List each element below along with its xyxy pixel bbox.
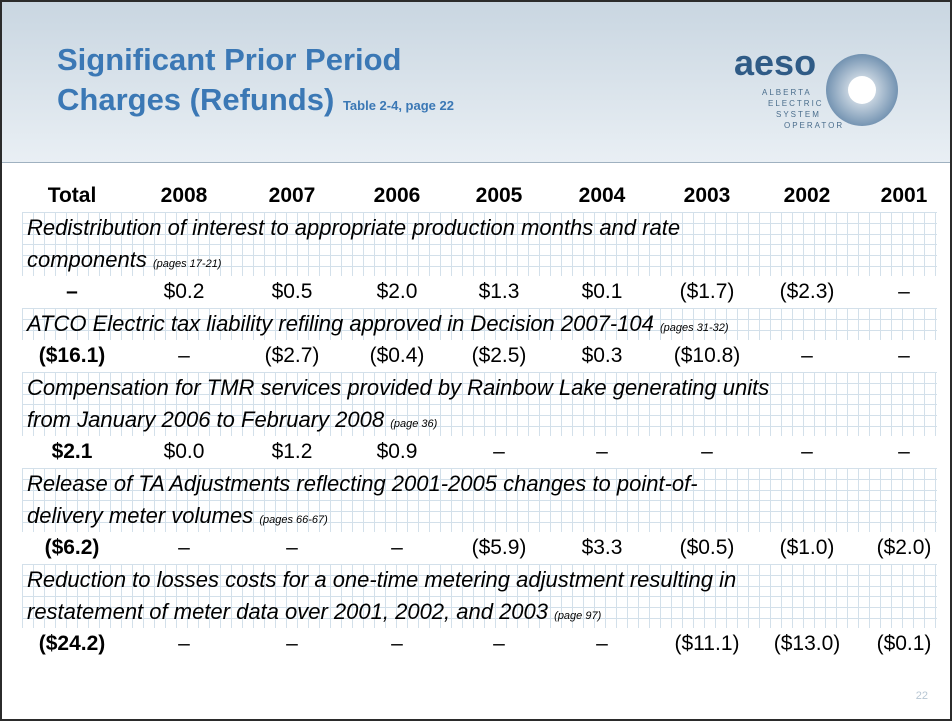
value-cell: – xyxy=(898,280,910,303)
column-header: 2007 xyxy=(268,184,316,207)
value-cell: ($0.1) xyxy=(876,632,932,655)
description-text: Reduction to losses costs for a one-time… xyxy=(27,567,737,592)
value-cell: ($1.7) xyxy=(679,280,735,303)
description-text: delivery meter volumes xyxy=(27,503,254,528)
description-text: ATCO Electric tax liability refiling app… xyxy=(27,311,654,336)
page-reference: (page 97) xyxy=(554,610,602,622)
value-cell: ($2.5) xyxy=(471,344,527,367)
value-cell: – xyxy=(178,344,190,367)
column-header: 2001 xyxy=(880,184,928,207)
logo-line: ELECTRIC xyxy=(768,99,824,108)
description-line: delivery meter volumes (pages 66-67) xyxy=(22,500,937,532)
value-cell: – xyxy=(701,440,713,463)
total-cell: ($24.2) xyxy=(38,632,106,655)
page-reference: (page 36) xyxy=(390,418,438,430)
value-cell: $3.3 xyxy=(581,536,623,559)
value-cell: – xyxy=(391,632,403,655)
description-text: restatement of meter data over 2001, 200… xyxy=(27,599,549,624)
value-cell: ($2.7) xyxy=(264,344,320,367)
description-line: from January 2006 to February 2008 (page… xyxy=(22,404,937,436)
value-cell: ($13.0) xyxy=(773,632,841,655)
column-header: 2005 xyxy=(475,184,523,207)
value-cell: $0.0 xyxy=(163,440,205,463)
description-line: Reduction to losses costs for a one-time… xyxy=(22,564,937,596)
description-line: restatement of meter data over 2001, 200… xyxy=(22,596,937,628)
value-cell: – xyxy=(391,536,403,559)
value-cell: $1.2 xyxy=(271,440,313,463)
description-line: Compensation for TMR services provided b… xyxy=(22,372,937,404)
column-header: 2002 xyxy=(783,184,831,207)
value-cell: $0.2 xyxy=(163,280,205,303)
value-cell: – xyxy=(898,440,910,463)
total-cell: ($6.2) xyxy=(44,536,100,559)
value-cell: – xyxy=(178,536,190,559)
value-cell: – xyxy=(596,440,608,463)
logo-name: aeso xyxy=(734,42,817,83)
logo-swirl xyxy=(826,54,898,126)
column-header: Total xyxy=(47,184,97,207)
logo-line: ALBERTA xyxy=(762,88,812,97)
value-cell: ($10.8) xyxy=(673,344,741,367)
description-text: Redistribution of interest to appropriat… xyxy=(27,215,681,240)
value-cell: ($2.0) xyxy=(876,536,932,559)
description-line: Redistribution of interest to appropriat… xyxy=(22,212,937,244)
value-cell: $0.3 xyxy=(581,344,623,367)
value-cell: – xyxy=(493,440,505,463)
description-text: from January 2006 to February 2008 xyxy=(27,407,385,432)
total-cell: – xyxy=(66,280,78,303)
value-cell: – xyxy=(596,632,608,655)
logo: aeso ALBERTA ELECTRIC SYSTEM OPERATOR xyxy=(732,42,902,152)
value-cell: $0.1 xyxy=(581,280,623,303)
page-reference: (pages 66-67) xyxy=(259,514,328,526)
value-cell: $2.0 xyxy=(376,280,418,303)
value-cell: – xyxy=(286,536,298,559)
description-line: Release of TA Adjustments reflecting 200… xyxy=(22,468,937,500)
value-cell: $0.9 xyxy=(376,440,418,463)
value-cell: – xyxy=(801,344,813,367)
description-text: components xyxy=(27,247,147,272)
value-cell: ($11.1) xyxy=(674,632,740,655)
title-text: Charges (Refunds) xyxy=(57,82,335,117)
value-cell: – xyxy=(898,344,910,367)
column-header: 2004 xyxy=(578,184,626,207)
title-line: Significant Prior Period xyxy=(57,42,402,77)
page-reference: (pages 17-21) xyxy=(152,258,222,270)
subtitle: Table 2-4, page 22 xyxy=(342,98,454,113)
total-cell: ($16.1) xyxy=(38,344,106,367)
value-cell: $1.3 xyxy=(478,280,520,303)
page-number: 22 xyxy=(915,690,928,702)
value-cell: ($1.0) xyxy=(779,536,835,559)
title-line: Charges (Refunds) Table 2-4, page 22 xyxy=(57,82,454,118)
logo-line: SYSTEM xyxy=(776,110,821,119)
column-header: 2008 xyxy=(160,184,208,207)
value-cell: – xyxy=(493,632,505,655)
header: Significant Prior Period Charges (Refund… xyxy=(2,2,950,163)
page-reference: (pages 31-32) xyxy=(660,322,729,334)
value-cell: ($0.5) xyxy=(679,536,735,559)
description-text: Compensation for TMR services provided b… xyxy=(27,375,770,400)
value-cell: $0.5 xyxy=(271,280,313,303)
value-cell: – xyxy=(801,440,813,463)
value-cell: ($0.4) xyxy=(369,344,425,367)
value-cell: ($5.9) xyxy=(471,536,527,559)
value-cell: – xyxy=(178,632,190,655)
column-header: 2006 xyxy=(373,184,421,207)
description-text: Release of TA Adjustments reflecting 200… xyxy=(27,471,698,496)
column-header: 2003 xyxy=(683,184,731,207)
description-line: ATCO Electric tax liability refiling app… xyxy=(22,308,937,340)
logo-line: OPERATOR xyxy=(784,121,845,130)
value-cell: – xyxy=(286,632,298,655)
total-cell: $2.1 xyxy=(51,440,93,463)
value-cell: ($2.3) xyxy=(779,280,835,303)
description-line: components (pages 17-21) xyxy=(22,244,937,276)
